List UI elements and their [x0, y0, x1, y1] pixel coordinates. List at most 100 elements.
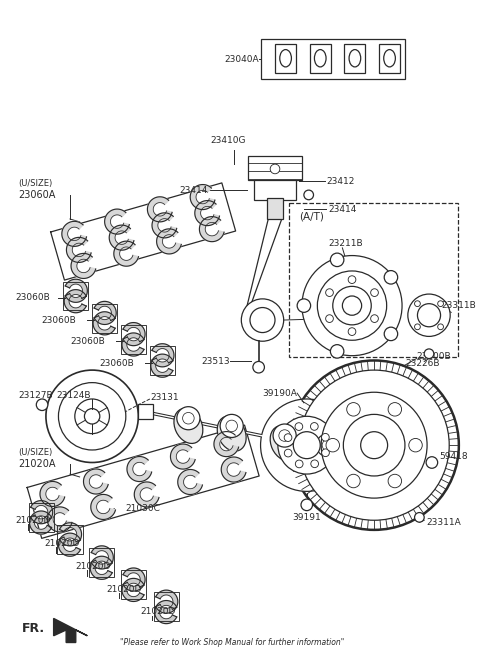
Circle shape	[273, 424, 296, 447]
Bar	[267, 198, 283, 219]
Ellipse shape	[384, 50, 396, 67]
Circle shape	[330, 253, 344, 267]
Text: (U/SIZE): (U/SIZE)	[18, 448, 52, 457]
Circle shape	[371, 289, 378, 296]
Polygon shape	[170, 444, 195, 469]
Polygon shape	[195, 201, 219, 226]
Text: 23060A: 23060A	[18, 190, 55, 200]
Bar	[379, 44, 400, 73]
Circle shape	[177, 407, 200, 430]
Text: 23060B: 23060B	[41, 315, 76, 325]
Polygon shape	[123, 323, 145, 346]
Circle shape	[279, 430, 290, 442]
Circle shape	[295, 460, 303, 468]
Circle shape	[342, 296, 361, 315]
Text: 21020D: 21020D	[107, 585, 142, 594]
Circle shape	[415, 301, 420, 306]
Text: 23212: 23212	[345, 410, 373, 419]
Circle shape	[304, 190, 313, 200]
Circle shape	[325, 289, 333, 296]
Ellipse shape	[313, 436, 342, 471]
Bar	[248, 156, 302, 180]
Text: FR.: FR.	[22, 622, 45, 634]
Circle shape	[301, 499, 312, 511]
Circle shape	[284, 449, 292, 457]
Polygon shape	[40, 481, 65, 506]
Bar	[254, 180, 296, 200]
Text: 21030C: 21030C	[126, 504, 161, 513]
Polygon shape	[156, 590, 178, 613]
Circle shape	[330, 345, 344, 358]
Circle shape	[325, 315, 333, 323]
Circle shape	[297, 299, 311, 312]
Bar	[58, 525, 83, 554]
Circle shape	[311, 460, 319, 468]
Circle shape	[321, 392, 427, 498]
Bar	[29, 503, 54, 532]
Bar	[344, 44, 365, 73]
Circle shape	[270, 164, 280, 174]
Polygon shape	[93, 312, 115, 335]
Ellipse shape	[270, 426, 299, 461]
Text: 23414: 23414	[328, 205, 356, 214]
Circle shape	[241, 299, 284, 341]
Circle shape	[371, 315, 378, 323]
Circle shape	[326, 438, 339, 452]
Polygon shape	[65, 279, 87, 302]
Bar	[121, 325, 146, 354]
Polygon shape	[30, 511, 51, 534]
Polygon shape	[122, 578, 144, 601]
Text: 23410G: 23410G	[211, 135, 246, 145]
Circle shape	[220, 414, 243, 438]
Circle shape	[59, 383, 126, 450]
Circle shape	[289, 360, 459, 530]
Circle shape	[75, 399, 109, 434]
Text: 23200B: 23200B	[417, 352, 451, 361]
Text: 21020D: 21020D	[44, 539, 79, 548]
Text: 23211B: 23211B	[328, 238, 362, 248]
Polygon shape	[62, 221, 86, 246]
Text: 23311A: 23311A	[426, 517, 461, 527]
Text: 23131: 23131	[150, 393, 179, 401]
Text: 23127B: 23127B	[18, 391, 53, 399]
Circle shape	[293, 432, 320, 459]
Bar	[289, 203, 458, 356]
Polygon shape	[59, 533, 81, 556]
Bar	[150, 346, 175, 375]
Polygon shape	[48, 507, 72, 532]
Circle shape	[384, 327, 397, 341]
Circle shape	[388, 475, 402, 488]
Circle shape	[333, 286, 371, 325]
Polygon shape	[134, 482, 159, 507]
Circle shape	[415, 513, 424, 522]
Circle shape	[278, 416, 336, 474]
Polygon shape	[31, 501, 53, 524]
Circle shape	[253, 362, 264, 373]
Polygon shape	[66, 238, 91, 263]
Polygon shape	[190, 185, 215, 210]
Ellipse shape	[314, 50, 326, 67]
Circle shape	[343, 414, 405, 476]
Polygon shape	[90, 556, 112, 579]
Ellipse shape	[217, 416, 246, 451]
Text: 59418: 59418	[440, 452, 468, 461]
Polygon shape	[127, 457, 152, 482]
Circle shape	[438, 324, 444, 330]
Bar	[154, 593, 179, 621]
Circle shape	[322, 449, 329, 457]
Bar	[89, 548, 114, 577]
Polygon shape	[152, 344, 174, 367]
Bar	[261, 39, 405, 79]
Bar	[92, 304, 117, 333]
Bar	[121, 570, 146, 599]
Text: 23040A: 23040A	[224, 55, 259, 64]
Polygon shape	[109, 225, 134, 250]
Circle shape	[302, 255, 402, 356]
Circle shape	[36, 399, 48, 411]
Circle shape	[317, 271, 387, 341]
Circle shape	[409, 438, 422, 452]
Circle shape	[284, 434, 292, 442]
Polygon shape	[91, 494, 116, 519]
Polygon shape	[155, 601, 177, 624]
Text: 23414: 23414	[179, 185, 208, 195]
